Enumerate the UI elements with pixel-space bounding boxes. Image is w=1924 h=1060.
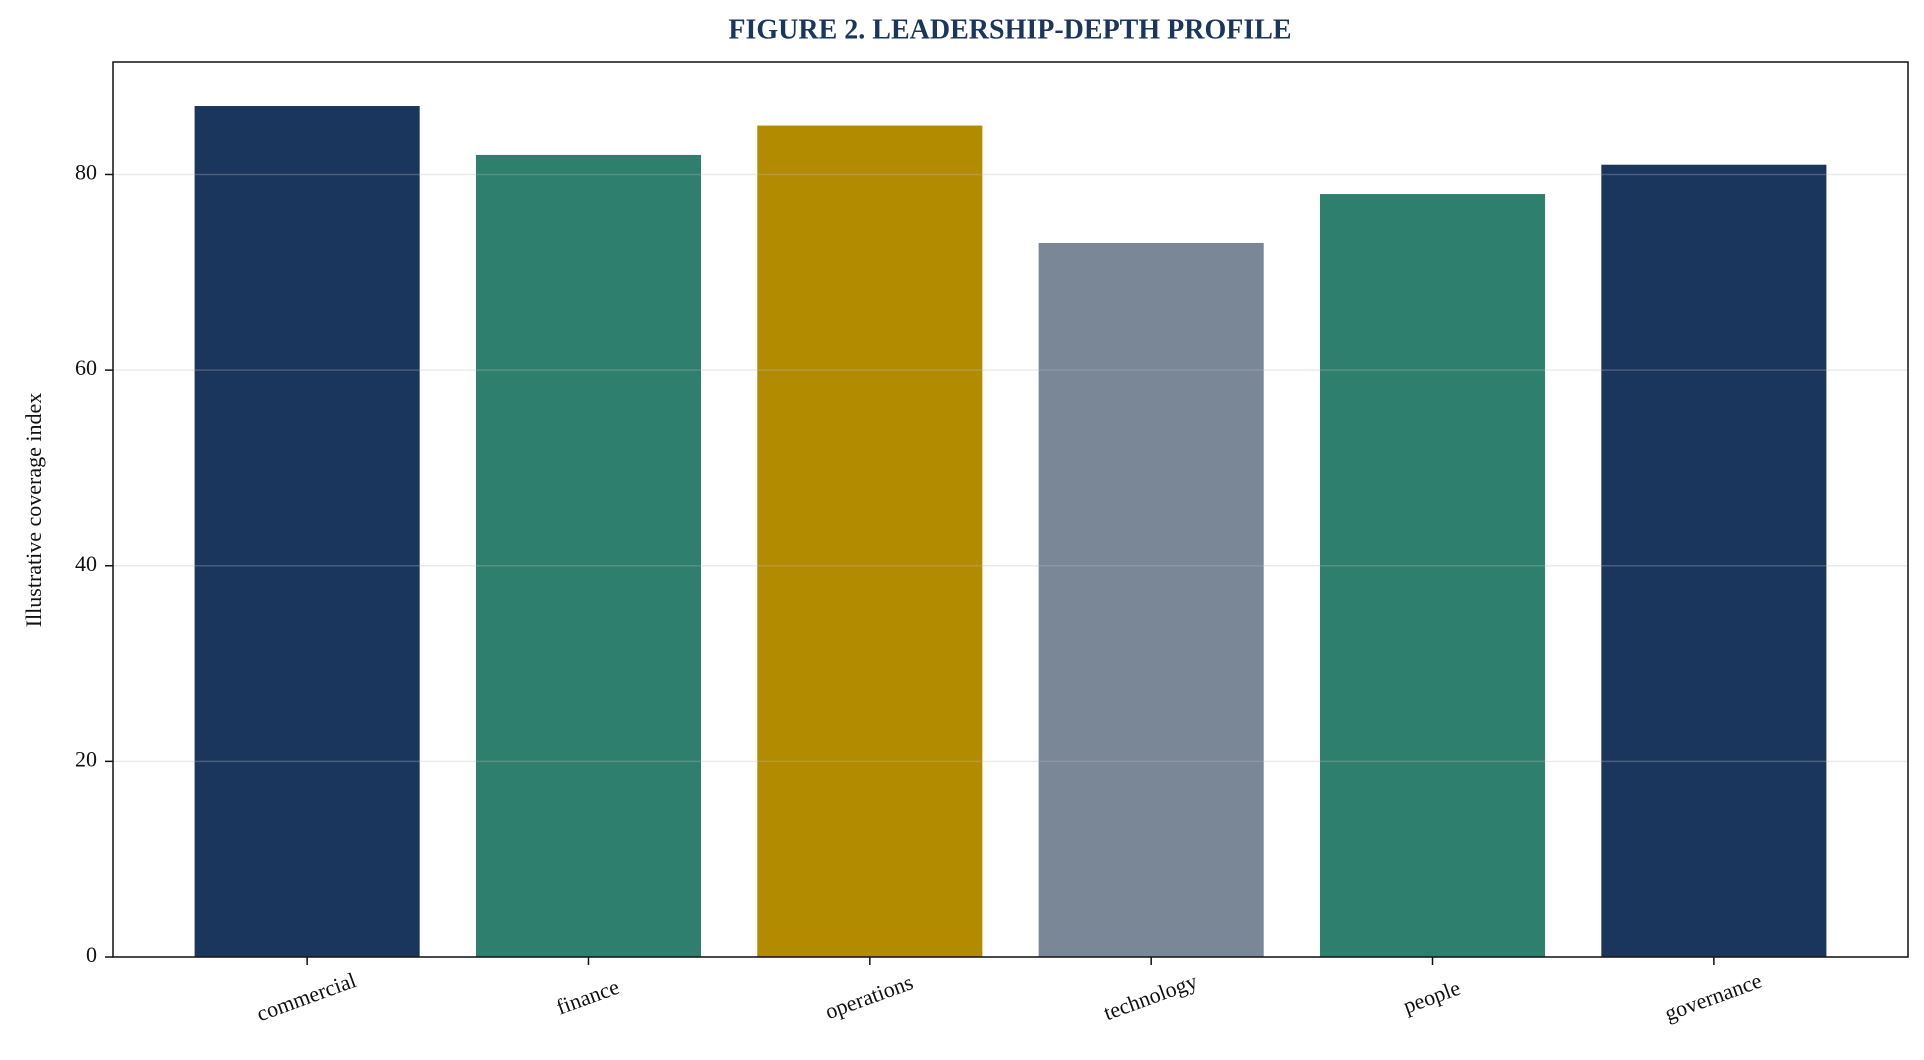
y-tick-label: 80 bbox=[75, 160, 97, 185]
x-tick-label: operations bbox=[822, 969, 917, 1024]
x-tick-label: governance bbox=[1661, 968, 1765, 1026]
bar bbox=[1601, 164, 1827, 957]
bar bbox=[194, 106, 420, 957]
chart-title: FIGURE 2. LEADERSHIP-DEPTH PROFILE bbox=[728, 14, 1291, 45]
bar bbox=[757, 125, 983, 958]
x-tick-label: commercial bbox=[253, 967, 359, 1026]
y-tick-label: 40 bbox=[75, 551, 97, 576]
x-tick-label: finance bbox=[553, 974, 622, 1020]
bar bbox=[475, 154, 702, 958]
bar bbox=[1038, 242, 1264, 957]
y-tick-label: 0 bbox=[86, 942, 97, 967]
bar bbox=[1319, 194, 1546, 957]
x-tick-label: people bbox=[1400, 975, 1464, 1019]
y-axis-label: Illustrative coverage index bbox=[21, 393, 46, 628]
y-tick-label: 20 bbox=[75, 746, 97, 771]
plot-frame bbox=[112, 61, 1909, 958]
y-tick-label: 60 bbox=[75, 355, 97, 380]
x-tick-label: technology bbox=[1100, 968, 1200, 1025]
